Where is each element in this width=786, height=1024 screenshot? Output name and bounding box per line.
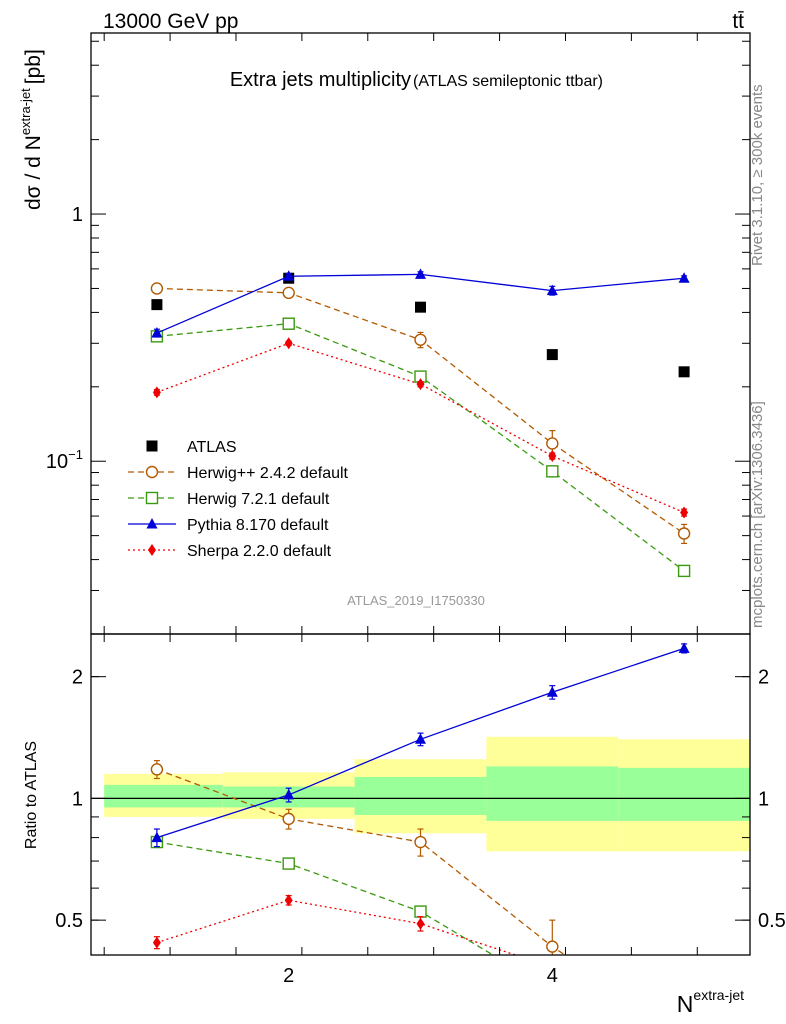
series-sherpa bbox=[152, 337, 689, 519]
legend-marker-herwigpp bbox=[145, 465, 159, 479]
ratio-line-herwig7 bbox=[156, 841, 494, 955]
ratio-ylabel: Ratio to ATLAS bbox=[23, 741, 40, 849]
legend-label-atlas: ATLAS bbox=[187, 439, 237, 456]
data-point-sherpa bbox=[284, 337, 293, 350]
ratio-point-herwigpp bbox=[282, 812, 295, 826]
ratio-series-herwigpp bbox=[150, 760, 567, 955]
legend-label-pythia: Pythia 8.170 default bbox=[187, 517, 329, 534]
data-point-herwig7 bbox=[282, 317, 295, 330]
legend-marker-atlas bbox=[146, 440, 158, 452]
plot-title: Extra jets multiplicity bbox=[230, 69, 411, 91]
xlabel-sup: extra-jet bbox=[693, 987, 744, 1003]
ratio-y-tick-label-right: 2 bbox=[758, 667, 769, 689]
ratio-point-sherpa bbox=[284, 894, 293, 907]
series-pythia bbox=[151, 268, 690, 338]
upper-ylabel: dσ / d Nextra-jet [pb] bbox=[18, 49, 45, 210]
data-point-sherpa bbox=[152, 386, 161, 399]
data-point-atlas bbox=[415, 301, 426, 313]
ratio-y-tick-label: 0.5 bbox=[55, 910, 83, 932]
rivet-label: Rivet 3.1.10, ≥ 300k events bbox=[749, 84, 766, 266]
uncertainty-band-inner bbox=[618, 767, 750, 821]
ratio-y-tick-label: 2 bbox=[72, 667, 83, 689]
upper-y-tick-label: 1 bbox=[72, 204, 83, 226]
data-point-pythia bbox=[546, 284, 558, 296]
ratio-point-herwig7 bbox=[414, 905, 427, 918]
ratio-point-pythia bbox=[546, 686, 558, 697]
ratio-plot-frame bbox=[90, 633, 751, 956]
data-point-atlas bbox=[678, 366, 690, 378]
ratio-point-sherpa bbox=[416, 917, 425, 930]
ratio-point-pythia bbox=[283, 788, 295, 800]
ratio-point-herwigpp bbox=[546, 940, 559, 953]
data-point-pythia bbox=[283, 270, 295, 281]
data-point-herwigpp bbox=[414, 333, 427, 346]
data-point-herwigpp bbox=[677, 527, 691, 540]
ratio-y-tick-label: 1 bbox=[72, 788, 83, 810]
data-point-herwig7 bbox=[546, 465, 559, 478]
ratio-point-herwig7 bbox=[282, 857, 295, 870]
ylabel-unit: [pb] bbox=[22, 49, 45, 84]
plot-subtitle: (ATLAS semileptonic ttbar) bbox=[413, 73, 603, 90]
upper-plot-content bbox=[150, 268, 691, 578]
series-line-sherpa bbox=[156, 342, 685, 514]
xlabel-main: N bbox=[677, 991, 694, 1017]
ylabel-main: dσ / d N bbox=[22, 135, 45, 210]
upper-y-tick-label: 10−1 bbox=[46, 447, 83, 473]
data-point-herwigpp bbox=[282, 286, 295, 300]
axis-ticks: 10−1 1 0.5 0.5 1 1 2 2 2 4 bbox=[46, 33, 786, 987]
legend-label-sherpa: Sherpa 2.2.0 default bbox=[187, 543, 332, 560]
ratio-y-tick-label-right: 1 bbox=[758, 788, 769, 810]
ratio-point-herwigpp bbox=[150, 763, 164, 776]
series-atlas bbox=[151, 272, 690, 378]
data-point-herwig7 bbox=[677, 564, 691, 578]
ratio-series-pythia bbox=[151, 642, 690, 848]
data-point-sherpa bbox=[548, 449, 557, 462]
ratio-plot-content bbox=[91, 642, 750, 955]
data-point-pythia bbox=[151, 327, 163, 338]
ratio-point-pythia bbox=[678, 642, 690, 653]
x-tick-label: 2 bbox=[283, 965, 294, 987]
svg-text:dσ / d Nextra-jet[pb]: dσ / d Nextra-jet [pb] bbox=[18, 49, 45, 210]
uncertainty-band-inner bbox=[104, 784, 223, 808]
ratio-point-herwigpp bbox=[414, 835, 427, 849]
ratio-series-group bbox=[150, 642, 690, 955]
data-point-atlas bbox=[151, 299, 163, 311]
ylabel-sup: extra-jet bbox=[18, 88, 33, 135]
uncertainty-band-inner bbox=[486, 766, 619, 821]
data-point-herwigpp bbox=[546, 437, 559, 450]
data-point-atlas bbox=[546, 349, 558, 361]
process-label: tt̄ bbox=[732, 10, 744, 33]
analysis-watermark: ATLAS_2019_I1750330 bbox=[347, 593, 485, 608]
legend-label-herwig7: Herwig 7.2.1 default bbox=[187, 491, 330, 508]
data-point-herwigpp bbox=[150, 282, 164, 295]
ratio-series-herwig7 bbox=[150, 835, 494, 955]
energy-label: 13000 GeV pp bbox=[103, 10, 238, 33]
ratio-line-sherpa bbox=[156, 899, 516, 955]
legend-label-herwigpp: Herwig++ 2.4.2 default bbox=[187, 465, 349, 482]
mcplots-label: mcplots.cern.ch [arXiv:1306.3436] bbox=[749, 401, 766, 628]
ratio-y-tick-label-right: 0.5 bbox=[758, 910, 786, 932]
ratio-point-pythia bbox=[415, 733, 426, 744]
legend-marker-sherpa bbox=[148, 544, 156, 556]
data-point-sherpa bbox=[416, 378, 425, 391]
legend-marker-pythia bbox=[146, 518, 158, 529]
legend-marker-herwig7 bbox=[145, 491, 159, 505]
uncertainty-band-inner bbox=[354, 776, 487, 815]
ratio-series-sherpa bbox=[152, 894, 516, 955]
ratio-point-sherpa bbox=[152, 936, 161, 949]
data-point-sherpa bbox=[680, 506, 689, 519]
x-tick-label: 4 bbox=[547, 965, 558, 987]
xlabel: Nextra-jet bbox=[677, 987, 744, 1017]
legend: ATLAS Herwig++ 2.4.2 default Herwig 7.2.1 … bbox=[128, 439, 349, 560]
tick-base: 10 bbox=[46, 451, 68, 473]
data-point-pythia bbox=[678, 272, 690, 283]
ratio-point-pythia bbox=[151, 831, 163, 843]
tick-exponent: −1 bbox=[68, 447, 83, 462]
data-point-pythia bbox=[415, 268, 426, 279]
